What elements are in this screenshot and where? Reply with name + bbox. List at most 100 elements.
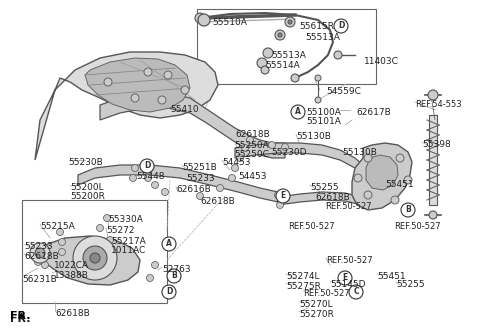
Text: 62618B: 62618B: [315, 193, 350, 202]
Circle shape: [396, 154, 404, 162]
Text: 55270L: 55270L: [299, 300, 333, 309]
Circle shape: [59, 249, 65, 256]
Text: A: A: [295, 108, 301, 116]
Circle shape: [247, 136, 253, 144]
Circle shape: [428, 90, 438, 100]
Polygon shape: [85, 58, 190, 112]
Circle shape: [268, 141, 276, 149]
Circle shape: [96, 224, 104, 232]
Text: D: D: [166, 288, 172, 297]
Text: D: D: [338, 22, 344, 31]
Text: 55615R: 55615R: [299, 22, 334, 31]
Text: REF.50-527: REF.50-527: [288, 222, 335, 231]
Circle shape: [104, 78, 112, 86]
Circle shape: [164, 71, 172, 79]
Circle shape: [30, 243, 50, 263]
Polygon shape: [366, 155, 398, 190]
Text: 55230D: 55230D: [271, 148, 307, 157]
Text: 62617B: 62617B: [356, 108, 391, 117]
Text: 55200L: 55200L: [70, 183, 104, 192]
Text: 55513A: 55513A: [305, 33, 340, 42]
Circle shape: [257, 58, 267, 68]
Circle shape: [146, 275, 154, 281]
Circle shape: [90, 253, 100, 263]
Circle shape: [73, 236, 117, 280]
Text: REF.50-527: REF.50-527: [326, 256, 372, 265]
Circle shape: [59, 238, 65, 245]
Circle shape: [35, 249, 41, 256]
Text: 55513A: 55513A: [271, 51, 306, 60]
Text: 54453: 54453: [238, 172, 266, 181]
Circle shape: [354, 174, 362, 182]
Bar: [22, 200, 167, 303]
Circle shape: [291, 74, 299, 82]
Text: REF.50-527: REF.50-527: [303, 289, 349, 298]
Text: 55200R: 55200R: [70, 192, 105, 201]
Circle shape: [35, 258, 41, 265]
Text: 55330A: 55330A: [108, 215, 143, 224]
Text: 55514A: 55514A: [265, 61, 300, 70]
Text: 1011AC: 1011AC: [111, 246, 146, 255]
Text: 56231B: 56231B: [22, 275, 57, 284]
Text: 55217A: 55217A: [111, 237, 146, 246]
Circle shape: [83, 246, 107, 270]
Text: E: E: [280, 192, 286, 200]
Polygon shape: [278, 192, 362, 205]
Circle shape: [241, 145, 249, 152]
Circle shape: [181, 86, 189, 94]
Text: 11403C: 11403C: [364, 57, 399, 66]
Circle shape: [315, 97, 321, 103]
Text: 55451: 55451: [377, 272, 406, 281]
Circle shape: [152, 181, 158, 189]
Text: 55275R: 55275R: [286, 282, 321, 291]
Text: 55255: 55255: [310, 183, 338, 192]
Text: 55398: 55398: [422, 140, 451, 149]
Text: 1022CA: 1022CA: [54, 261, 89, 270]
Text: 55451: 55451: [385, 180, 414, 189]
Text: 52763: 52763: [162, 265, 191, 274]
Circle shape: [162, 237, 176, 251]
Circle shape: [391, 196, 399, 204]
Circle shape: [404, 176, 412, 184]
Text: A: A: [166, 239, 172, 249]
Circle shape: [429, 211, 437, 219]
Polygon shape: [78, 165, 278, 202]
Circle shape: [130, 174, 136, 181]
Circle shape: [364, 154, 372, 162]
Circle shape: [132, 165, 139, 172]
Text: 55272: 55272: [106, 226, 134, 235]
Text: 55250A: 55250A: [234, 141, 269, 150]
Circle shape: [131, 94, 139, 102]
Text: 55100A: 55100A: [306, 108, 341, 117]
Circle shape: [263, 48, 273, 58]
Text: 55274L: 55274L: [286, 272, 320, 281]
Text: 62616B: 62616B: [176, 185, 211, 194]
Polygon shape: [235, 143, 363, 175]
Text: 55448: 55448: [136, 172, 165, 181]
Circle shape: [231, 165, 239, 172]
Bar: [197, 9, 376, 84]
Circle shape: [228, 174, 236, 181]
Circle shape: [41, 261, 48, 269]
Text: C: C: [353, 288, 359, 297]
Circle shape: [275, 192, 281, 198]
Circle shape: [291, 105, 305, 119]
Text: 55215A: 55215A: [40, 222, 75, 231]
Circle shape: [198, 14, 210, 26]
Text: 55255: 55255: [396, 280, 425, 289]
Text: 55233: 55233: [186, 174, 215, 183]
Circle shape: [57, 229, 63, 236]
Text: 55251B: 55251B: [182, 163, 217, 172]
Circle shape: [35, 248, 45, 258]
Text: REF.50-527: REF.50-527: [325, 202, 372, 211]
Circle shape: [401, 203, 415, 217]
Circle shape: [167, 269, 181, 283]
Text: B: B: [405, 206, 411, 215]
Text: E: E: [342, 274, 348, 282]
Polygon shape: [100, 93, 285, 158]
Circle shape: [285, 17, 295, 27]
Text: 54559C: 54559C: [326, 87, 361, 96]
Circle shape: [158, 96, 166, 104]
Circle shape: [334, 19, 348, 33]
Text: 55145D: 55145D: [330, 280, 365, 289]
